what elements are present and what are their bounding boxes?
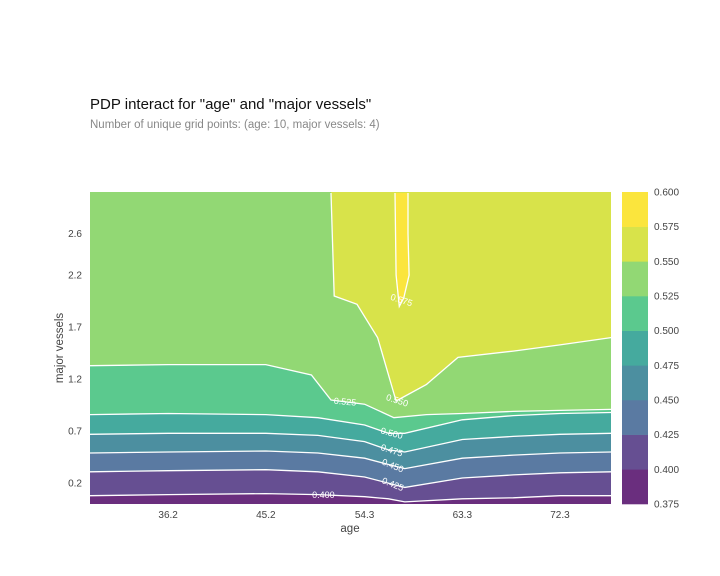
x-tick-label: 72.3 [550,510,570,521]
contour-line [90,492,611,503]
contour-line [330,192,611,402]
colorbar-swatch [622,226,648,262]
y-tick-label: 1.7 [68,323,82,334]
colorbar-swatch [622,192,648,227]
colorbar-tick-label: 0.575 [654,222,679,233]
contour-label: 0.400 [312,490,335,500]
chart-title: PDP interact for "age" and "major vessel… [90,96,372,113]
y-tick-label: 2.2 [68,271,82,282]
y-tick-label: 2.6 [68,229,82,240]
colorbar-tick-label: 0.450 [654,396,679,407]
contour-line [90,411,611,434]
contour-line [90,469,611,489]
colorbar-swatch [622,434,648,470]
colorbar-swatch [622,261,648,297]
x-axis-label: age [340,523,359,535]
contour-line [90,432,611,453]
colorbar-tick-label: 0.525 [654,292,679,303]
colorbar-swatch [622,469,648,505]
colorbar-swatch [622,296,648,331]
contour-line [90,450,611,470]
colorbar-tick-label: 0.475 [654,361,679,372]
colorbar-tick-label: 0.550 [654,257,679,268]
y-axis-label: major vessels [54,313,66,384]
contour-band-8 [395,193,410,307]
colorbar-tick-label: 0.500 [654,326,679,337]
contour-line [90,363,611,419]
y-tick-label: 1.2 [68,375,82,386]
x-tick-label: 36.2 [158,510,178,521]
colorbar-swatch [622,330,648,366]
chart-subtitle: Number of unique grid points: (age: 10, … [90,119,380,131]
colorbar-swatch [622,365,648,401]
colorbar-swatch [622,400,648,435]
contour-label: 0.525 [333,396,356,408]
colorbar-tick-label: 0.400 [654,465,679,476]
colorbar-tick-label: 0.425 [654,430,679,441]
x-tick-label: 54.3 [355,510,375,521]
colorbar-tick-label: 0.600 [654,188,679,199]
colorbar-tick-label: 0.375 [654,500,679,511]
y-tick-label: 0.7 [68,427,82,438]
x-tick-label: 63.3 [453,510,473,521]
colorbar: 0.600 0.575 0.550 0.525 0.500 0.475 0.450 0.425… [622,188,679,511]
contour-line [394,192,410,309]
y-tick-label: 0.2 [68,479,82,490]
x-tick-label: 45.2 [256,510,276,521]
